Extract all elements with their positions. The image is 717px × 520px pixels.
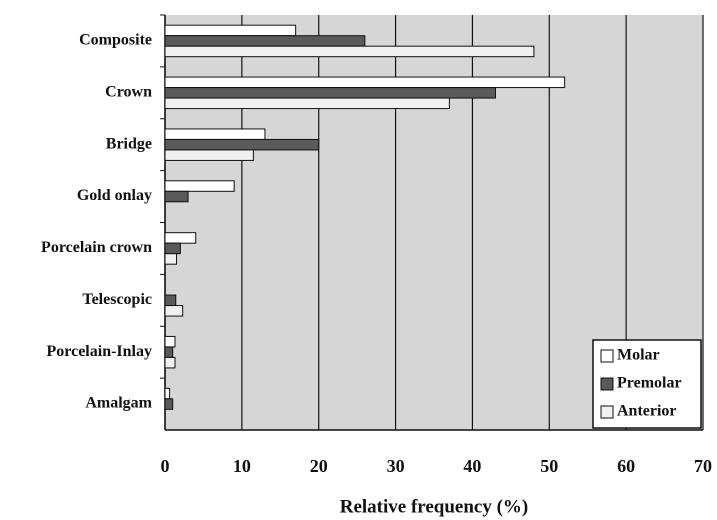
- bar: [164, 242, 181, 255]
- bar: [164, 346, 174, 358]
- bar: [164, 138, 320, 151]
- y-tick-label: Bridge: [106, 135, 152, 152]
- legend-swatch: [600, 349, 614, 363]
- bar: [164, 149, 254, 161]
- x-tick-label: 0: [161, 456, 170, 476]
- legend-label: Anterior: [617, 403, 677, 420]
- y-tick-label: Telescopic: [82, 291, 152, 308]
- bar: [164, 87, 496, 99]
- bar: [164, 180, 235, 192]
- bar: [164, 232, 197, 244]
- x-tick-label: 20: [310, 456, 328, 476]
- bar: [164, 294, 177, 307]
- x-axis-label: Relative frequency (%): [340, 496, 529, 517]
- bar: [164, 356, 176, 369]
- x-tick-label: 40: [463, 456, 481, 476]
- bar: [164, 128, 266, 140]
- bar: [164, 24, 297, 37]
- x-tick-label: 10: [233, 456, 251, 476]
- x-tick-label: 30: [387, 456, 405, 476]
- legend-swatch: [600, 405, 614, 419]
- bar: [164, 76, 566, 89]
- bar: [164, 253, 178, 265]
- legend-swatch: [600, 377, 614, 391]
- bar: [164, 45, 535, 58]
- y-tick-label: Amalgam: [85, 395, 152, 412]
- y-tick-label: Crown: [105, 83, 152, 100]
- x-tick-label: 60: [617, 456, 635, 476]
- bar: [164, 387, 171, 400]
- bar: [164, 190, 189, 203]
- y-tick-label: Porcelain-Inlay: [47, 343, 152, 360]
- x-tick-label: 50: [540, 456, 558, 476]
- y-tick-label: Composite: [79, 32, 152, 49]
- bar: [164, 398, 174, 410]
- bar: [164, 97, 450, 110]
- bar: [164, 305, 184, 317]
- y-tick-label: Porcelain crown: [41, 239, 152, 256]
- y-tick-label: Gold onlay: [77, 187, 152, 204]
- legend-label: Premolar: [617, 375, 682, 392]
- bar: [164, 335, 176, 348]
- bar: [164, 35, 366, 47]
- legend-label: Molar: [617, 347, 660, 364]
- x-tick-label: 70: [694, 456, 712, 476]
